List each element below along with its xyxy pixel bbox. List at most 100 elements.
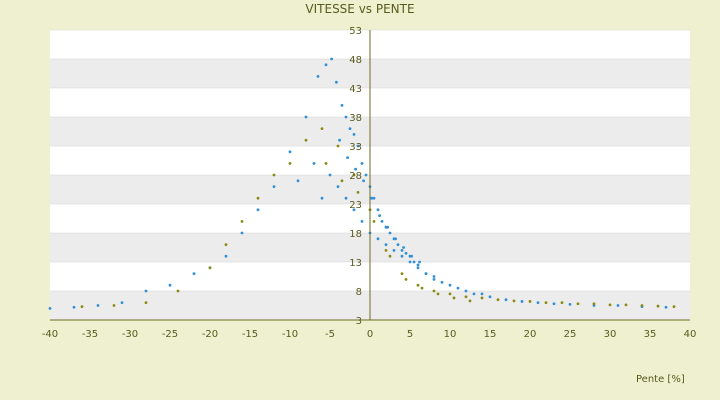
data-point (436, 292, 440, 296)
data-point (80, 305, 84, 309)
data-point (400, 272, 404, 275)
data-point (520, 300, 524, 303)
data-point (424, 272, 428, 275)
data-point (432, 289, 436, 293)
data-point (536, 301, 540, 304)
data-point (224, 243, 228, 247)
data-point (144, 289, 148, 293)
data-point (340, 179, 344, 183)
data-point (656, 304, 660, 308)
data-point (352, 208, 356, 212)
data-point (144, 301, 148, 304)
data-point (504, 298, 508, 302)
data-point (528, 300, 532, 303)
x-tick-label: -25 (162, 329, 178, 340)
data-point (336, 185, 340, 189)
x-tick-label: -5 (325, 329, 335, 340)
x-tick-label: 15 (484, 329, 497, 340)
data-point (640, 304, 644, 307)
data-point (328, 173, 332, 177)
data-point (335, 80, 338, 84)
x-tick-label: 20 (524, 329, 537, 340)
data-point (168, 283, 172, 287)
y-tick-label: 48 (349, 55, 362, 66)
data-point (120, 301, 124, 304)
data-point (324, 162, 328, 165)
y-tick-label: 8 (356, 287, 362, 298)
data-point (388, 254, 392, 258)
data-point (176, 289, 180, 293)
data-point (392, 249, 396, 252)
data-point (360, 220, 364, 223)
x-tick-label: 0 (367, 329, 373, 340)
data-point (376, 237, 380, 241)
data-point (664, 305, 668, 309)
data-point (552, 302, 556, 306)
data-point (316, 75, 320, 78)
y-tick-label: 33 (349, 142, 362, 153)
data-point (488, 295, 492, 299)
x-tick-label: 25 (564, 329, 577, 340)
data-point (420, 286, 424, 290)
data-point (288, 162, 292, 165)
data-point (304, 138, 308, 142)
y-tick-label: 43 (349, 84, 362, 95)
y-tick-label: 38 (349, 113, 362, 124)
data-point (272, 173, 276, 177)
data-point (576, 302, 580, 306)
x-tick-label: 35 (644, 329, 657, 340)
x-tick-label: -40 (42, 329, 58, 340)
data-point (72, 305, 76, 309)
data-point (480, 292, 484, 296)
data-point (560, 301, 564, 304)
data-point (256, 208, 260, 212)
x-tick-label: -10 (282, 329, 298, 340)
data-point (112, 304, 116, 307)
data-point (340, 104, 344, 107)
chart-title: VITESSE vs PENTE (305, 2, 415, 16)
data-point (240, 231, 244, 235)
data-point (410, 254, 413, 258)
data-point (418, 260, 421, 264)
data-point (616, 304, 620, 307)
data-point (384, 243, 388, 247)
data-point (192, 272, 196, 275)
data-point (402, 246, 405, 249)
x-tick-label: -20 (202, 329, 218, 340)
data-point (464, 295, 468, 299)
data-point (336, 144, 340, 148)
data-point (378, 214, 381, 218)
data-point (256, 196, 260, 200)
data-point (496, 298, 500, 302)
y-tick-label: 13 (349, 258, 362, 269)
data-point (352, 173, 356, 177)
x-tick-label: 10 (444, 329, 457, 340)
data-point (396, 243, 400, 247)
data-point (48, 307, 52, 310)
data-point (348, 127, 352, 130)
data-point (456, 286, 460, 290)
data-point (346, 156, 349, 160)
data-point (432, 275, 436, 278)
data-point (544, 301, 548, 304)
data-point (372, 196, 376, 200)
x-tick-label: -35 (82, 329, 98, 340)
data-point (344, 196, 348, 200)
data-point (592, 302, 596, 306)
data-point (362, 179, 365, 183)
data-point (338, 138, 341, 142)
data-point (370, 196, 373, 200)
data-point (408, 260, 412, 264)
data-point (448, 292, 452, 296)
y-tick-label: 53 (349, 26, 362, 37)
data-point (352, 133, 356, 136)
data-point (344, 115, 348, 119)
data-point (372, 220, 376, 223)
data-point (416, 263, 420, 267)
data-point (304, 115, 308, 119)
data-point (468, 299, 472, 303)
data-point (272, 185, 276, 189)
x-tick-label: 5 (407, 329, 413, 340)
data-point (448, 283, 452, 287)
y-tick-label: 28 (349, 171, 362, 182)
